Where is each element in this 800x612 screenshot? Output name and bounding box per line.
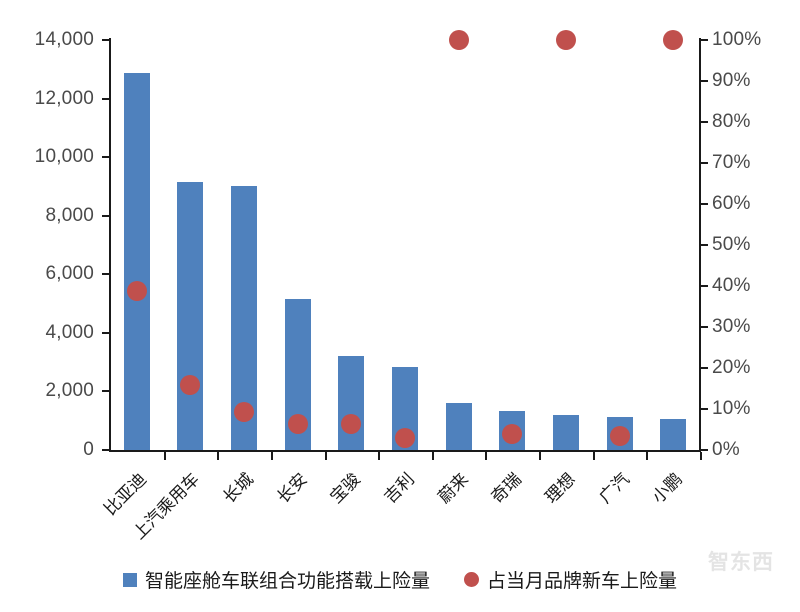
x-axis-tick — [700, 452, 702, 460]
chart-legend: 智能座舱车联组合功能搭载上险量 占当月品牌新车上险量 — [0, 566, 800, 593]
x-axis-category-label: 吉利 — [380, 469, 419, 508]
y-axis-right-tick — [701, 203, 708, 205]
y-axis-right-tick-label: 100% — [712, 29, 762, 50]
y-axis-right-tick-label: 50% — [712, 234, 751, 255]
legend-circle-icon — [464, 572, 479, 587]
scatter-point — [609, 426, 630, 447]
y-axis-right-tick-label: 0% — [712, 439, 740, 460]
bar — [660, 418, 687, 450]
x-axis-tick — [270, 452, 273, 460]
y-axis-left-tick-label: 6,000 — [45, 263, 94, 285]
scatter-point — [126, 280, 147, 301]
y-axis-right-tick — [701, 244, 708, 246]
y-axis-right-tick — [701, 367, 708, 369]
y-axis-left-tick — [102, 449, 109, 451]
scatter-point — [287, 414, 308, 435]
scatter-point — [502, 423, 523, 444]
x-axis-tick — [485, 452, 488, 460]
scatter-point — [234, 401, 255, 422]
y-axis-right-tick-label: 40% — [712, 275, 751, 296]
y-axis-right-tick — [701, 121, 708, 123]
y-axis-right-line — [699, 38, 701, 452]
x-axis-tick — [324, 452, 327, 460]
x-axis-category-label: 长城 — [219, 469, 258, 508]
y-axis-right-tick — [701, 162, 708, 164]
y-axis-left-tick-label: 14,000 — [34, 29, 94, 50]
y-axis-right-tick — [701, 408, 708, 410]
y-axis-right-tick — [701, 285, 708, 287]
y-axis-right-tick-label: 70% — [712, 152, 751, 173]
bar — [552, 415, 579, 450]
scatter-point — [663, 30, 684, 50]
bar — [338, 356, 365, 450]
x-axis-tick — [539, 452, 542, 460]
y-axis-right-tick-label: 60% — [712, 193, 751, 214]
x-axis-category-label: 理想 — [541, 469, 580, 508]
x-axis-category-label: 宝骏 — [326, 469, 366, 508]
y-axis-left-line — [109, 38, 111, 452]
bar — [445, 403, 472, 450]
y-axis-right-tick — [701, 39, 708, 41]
x-axis-tick — [592, 452, 595, 460]
bar — [177, 182, 204, 450]
x-axis-category-label: 奇瑞 — [487, 469, 526, 508]
x-axis-tick — [163, 452, 166, 460]
y-axis-right-tick-label: 30% — [712, 316, 751, 337]
y-axis-left-tick-label: 8,000 — [45, 204, 94, 226]
bar — [123, 72, 150, 450]
scatter-point — [395, 428, 415, 449]
scatter-point — [555, 30, 576, 50]
y-axis-left-tick-label: 0 — [83, 439, 94, 460]
y-axis-right-tick — [701, 326, 708, 328]
y-axis-right-tick-label: 80% — [712, 111, 751, 132]
legend-label-scatter: 占当月品牌新车上险量 — [487, 570, 678, 592]
x-axis-tick — [646, 452, 649, 460]
y-axis-right-tick-label: 90% — [712, 70, 751, 91]
legend-item-scatter: 占当月品牌新车上险量 — [464, 566, 677, 593]
y-axis-right-tick — [701, 80, 708, 82]
legend-label-bar: 智能座舱车联组合功能搭载上险量 — [144, 570, 430, 592]
x-axis-tick — [217, 452, 220, 460]
y-axis-left-tick — [102, 390, 109, 393]
y-axis-left-tick — [102, 331, 109, 334]
x-axis-category-label: 广汽 — [595, 469, 634, 508]
scatter-point — [180, 374, 201, 395]
plot-area — [110, 30, 700, 450]
y-axis-right-tick-label: 20% — [712, 357, 751, 378]
y-axis-left-tick — [102, 273, 109, 276]
x-axis-category-label: 小鹏 — [648, 469, 687, 508]
x-axis-category-label: 蔚来 — [434, 469, 473, 508]
y-axis-right-tick — [701, 449, 708, 451]
y-axis-left-tick — [102, 214, 109, 217]
x-axis-line — [109, 450, 701, 452]
x-axis-tick — [378, 452, 381, 460]
y-axis-left-tick — [102, 156, 109, 159]
y-axis-right-tick-label: 10% — [712, 398, 751, 419]
y-axis-left-tick-label: 12,000 — [34, 87, 94, 109]
y-axis-left-tick — [102, 97, 109, 100]
y-axis-left-tick-label: 2,000 — [45, 380, 94, 402]
x-axis-tick — [431, 452, 434, 460]
y-axis-left-tick-label: 10,000 — [34, 146, 94, 168]
y-axis-left-tick — [102, 39, 109, 41]
scatter-point — [341, 414, 362, 435]
y-axis-left-tick-label: 4,000 — [45, 321, 94, 343]
scatter-point — [448, 30, 469, 50]
legend-square-icon — [122, 572, 137, 587]
x-axis-category-label: 长安 — [273, 469, 312, 508]
legend-item-bar: 智能座舱车联组合功能搭载上险量 — [122, 566, 430, 593]
